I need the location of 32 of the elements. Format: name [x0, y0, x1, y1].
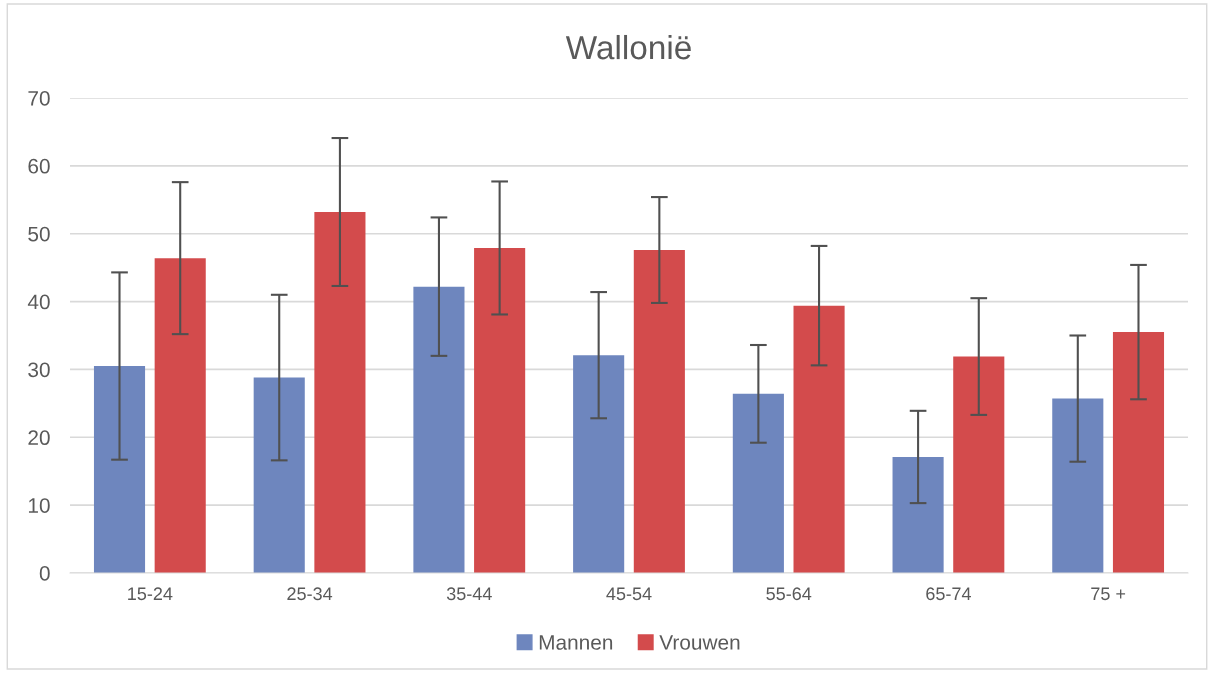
bar [732, 393, 784, 573]
bar [1052, 398, 1104, 573]
bar [892, 456, 944, 573]
x-tick-label: 75 + [1091, 587, 1126, 601]
x-tick-label: 45-54 [606, 587, 652, 601]
y-tick-label: 70 [28, 91, 50, 106]
x-tick-label: 15-24 [128, 587, 173, 601]
y-tick-label: 10 [28, 498, 50, 513]
y-tick-label: 30 [28, 362, 50, 378]
bar [793, 305, 845, 573]
x-tick-label: 55-64 [766, 587, 812, 601]
y-tick-label: 20 [28, 430, 50, 446]
bar [573, 355, 625, 573]
bar [633, 250, 685, 573]
bar [953, 356, 1005, 573]
y-tick-label: 40 [27, 294, 50, 310]
x-tick-label: 25-34 [287, 587, 333, 601]
y-tick-label: 50 [28, 226, 50, 242]
bar [314, 212, 366, 573]
y-tick-label: 0 [39, 566, 50, 581]
bar [154, 258, 206, 573]
bar [93, 366, 146, 573]
legend-label: Mannen [539, 635, 613, 650]
chart-title: Wallonië [565, 34, 691, 60]
bar [474, 247, 526, 573]
bar [253, 377, 305, 573]
bar [413, 286, 465, 573]
x-tick-label: 35-44 [446, 587, 492, 601]
bar [1112, 332, 1165, 573]
y-tick-label: 60 [28, 158, 50, 174]
x-tick-label: 65-74 [926, 587, 971, 601]
legend-label: Vrouwen [659, 635, 740, 650]
